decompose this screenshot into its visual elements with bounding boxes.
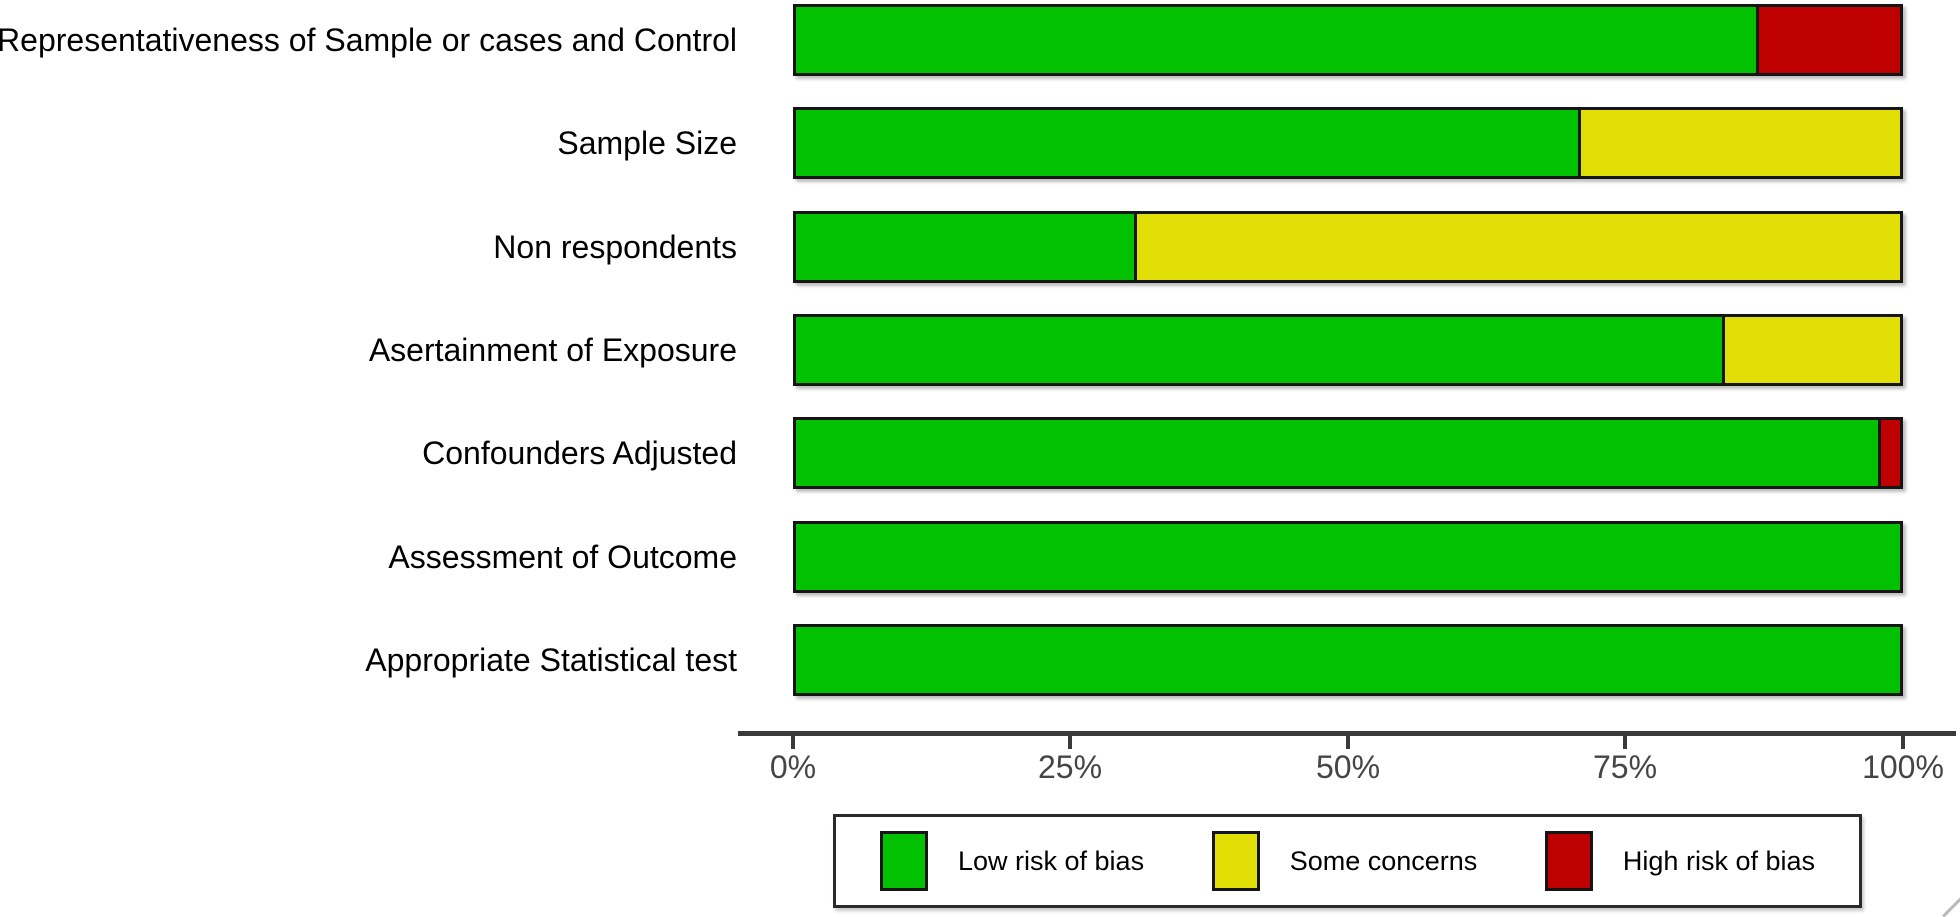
bar-segment-some-concerns <box>1722 314 1903 386</box>
legend-swatch-high-risk <box>1544 831 1593 891</box>
bar-track <box>793 417 1903 489</box>
category-label: Non respondents <box>493 228 737 265</box>
bar-segment-high-risk-of-bias <box>1877 417 1903 489</box>
legend: Low risk of bias Some concerns High risk… <box>833 814 1862 908</box>
x-axis-tick-label: 50% <box>1315 749 1381 785</box>
legend-item-low-risk: Low risk of bias <box>880 831 1144 891</box>
bar-segment-some-concerns <box>1578 107 1903 179</box>
bar-track <box>793 107 1903 179</box>
x-axis-tick-label: 25% <box>1037 749 1103 785</box>
category-label: Appropriate Statistical test <box>365 641 737 678</box>
x-axis-tick-label: 75% <box>1592 749 1658 785</box>
x-axis-tick <box>1346 736 1350 749</box>
bar-segment-low-risk-of-bias <box>793 521 1903 593</box>
legend-label: High risk of bias <box>1622 845 1815 876</box>
x-axis-tick-label: 100% <box>1862 749 1944 785</box>
legend-label: Low risk of bias <box>958 845 1145 876</box>
x-axis-tick <box>1623 736 1627 749</box>
x-axis-tick-label: 0% <box>769 749 817 785</box>
bar-segment-low-risk-of-bias <box>793 211 1138 283</box>
x-axis-tick <box>1068 736 1072 749</box>
category-label: Sample Size <box>557 124 737 161</box>
legend-item-some-concerns: Some concerns <box>1211 831 1478 891</box>
corner-artifact <box>1942 895 1960 917</box>
category-label: Assessment of Outcome <box>388 538 737 575</box>
bar-track <box>793 4 1903 76</box>
x-axis-tick <box>791 736 795 749</box>
bar-track <box>793 624 1903 696</box>
legend-swatch-low-risk <box>880 831 928 891</box>
legend-swatch-some-concerns <box>1211 831 1260 891</box>
bar-segment-low-risk-of-bias <box>793 4 1759 76</box>
legend-label: Some concerns <box>1289 845 1478 876</box>
x-axis-line <box>738 731 1956 736</box>
bar-track <box>793 211 1903 283</box>
bar-segment-low-risk-of-bias <box>793 624 1903 696</box>
bar-segment-some-concerns <box>1134 211 1903 283</box>
bar-segment-low-risk-of-bias <box>793 107 1582 179</box>
legend-item-high-risk: High risk of bias <box>1544 831 1815 891</box>
category-label: Asertainment of Exposure <box>368 331 737 368</box>
category-label: Confounders Adjusted <box>422 434 737 471</box>
category-label: Representativeness of Sample or cases an… <box>0 21 737 58</box>
bar-segment-low-risk-of-bias <box>793 314 1726 386</box>
bar-segment-low-risk-of-bias <box>793 417 1881 489</box>
bar-track <box>793 521 1903 593</box>
x-axis-tick <box>1901 736 1905 749</box>
bar-track <box>793 314 1903 386</box>
bar-segment-high-risk-of-bias <box>1755 4 1903 76</box>
